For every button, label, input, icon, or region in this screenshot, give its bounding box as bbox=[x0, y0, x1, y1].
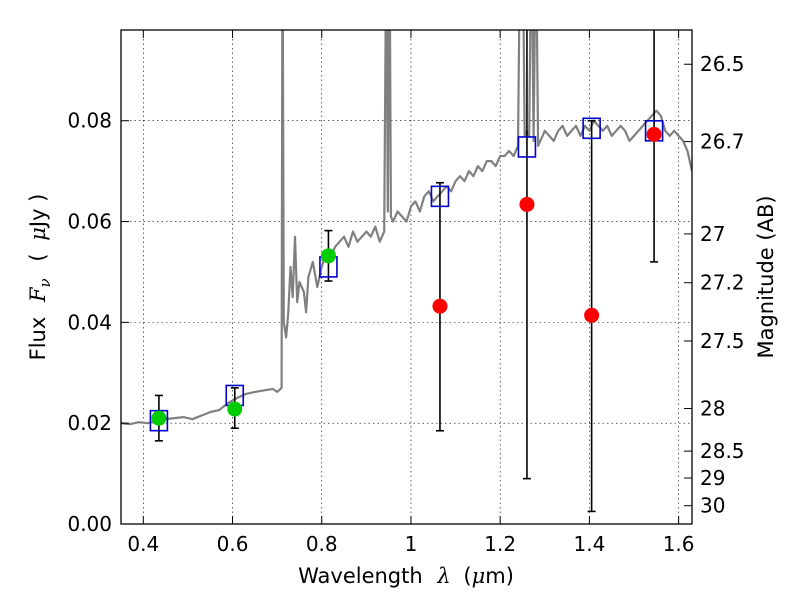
plot-frame bbox=[120, 29, 693, 525]
x-tick-label: 1 bbox=[405, 532, 418, 556]
y-axis-label-unit-mu: μ bbox=[26, 227, 50, 241]
x-axis-label-prefix: Wavelength bbox=[298, 564, 423, 588]
x-tick-label: 1.6 bbox=[663, 532, 695, 556]
x-axis-label-unit-mu: μ bbox=[472, 564, 486, 588]
x-axis-label-unit-open: ( bbox=[463, 564, 471, 588]
y-tick-label: 0.04 bbox=[67, 310, 112, 334]
y-axis-label: Flux Fν ( μJy ) bbox=[26, 194, 55, 361]
y2-axis-label: Magnitude (AB) bbox=[754, 195, 778, 358]
x-tick-label: 0.8 bbox=[306, 532, 338, 556]
y2-tick-label: 26.7 bbox=[700, 130, 745, 154]
observed-point-marker bbox=[584, 307, 600, 323]
x-tick-label: 0.6 bbox=[217, 532, 249, 556]
y2-tick-label: 27 bbox=[700, 222, 725, 246]
observed-point-marker bbox=[519, 196, 535, 212]
y2-tick-label: 28 bbox=[700, 397, 725, 421]
plot-data bbox=[121, 30, 692, 513]
axis-ticks: 0.4 0.6 0.8 1 1.2 1.4 1.6 0.00 0.02 0.04 0.06 0.08 2… bbox=[67, 30, 745, 556]
y-axis-label-unit-open: ( bbox=[26, 253, 50, 261]
y2-tick-label: 30 bbox=[700, 494, 725, 518]
y-axis-label-subscript: ν bbox=[36, 278, 54, 287]
y-tick-label: 0.02 bbox=[67, 411, 112, 435]
model-square-marker bbox=[430, 185, 450, 208]
y2-tick-label: 28.5 bbox=[700, 439, 745, 463]
y2-tick-label: 26.5 bbox=[700, 52, 745, 76]
y-tick-label: 0.00 bbox=[67, 512, 112, 536]
model-square-marker bbox=[517, 136, 537, 158]
x-axis-label: Wavelength λ (μm) bbox=[298, 564, 514, 588]
y-tick-label: 0.08 bbox=[67, 109, 112, 133]
y-axis-label-unit-rest: Jy ) bbox=[26, 194, 50, 230]
y-axis-label-symbol: F bbox=[26, 286, 50, 303]
x-axis-label-unit-rest: m) bbox=[485, 564, 514, 588]
model-square-marker bbox=[582, 117, 601, 140]
grid-lines bbox=[121, 30, 692, 525]
observed-point-marker bbox=[227, 401, 243, 417]
observed-point-marker bbox=[432, 298, 448, 314]
x-tick-label: 1.2 bbox=[484, 532, 516, 556]
spectrum-line bbox=[121, 30, 692, 426]
x-axis-label-symbol: λ bbox=[436, 564, 450, 588]
y2-tick-label: 29 bbox=[700, 466, 725, 490]
observed-point-marker bbox=[320, 248, 336, 264]
y-axis-label-prefix: Flux bbox=[26, 317, 50, 361]
y2-tick-label: 27.2 bbox=[700, 271, 745, 295]
observed-point-marker bbox=[151, 410, 167, 426]
x-tick-label: 0.4 bbox=[127, 532, 159, 556]
x-tick-label: 1.4 bbox=[573, 532, 605, 556]
y-tick-label: 0.06 bbox=[67, 210, 112, 234]
y2-tick-label: 27.5 bbox=[700, 329, 745, 353]
observed-point-marker bbox=[646, 126, 662, 142]
